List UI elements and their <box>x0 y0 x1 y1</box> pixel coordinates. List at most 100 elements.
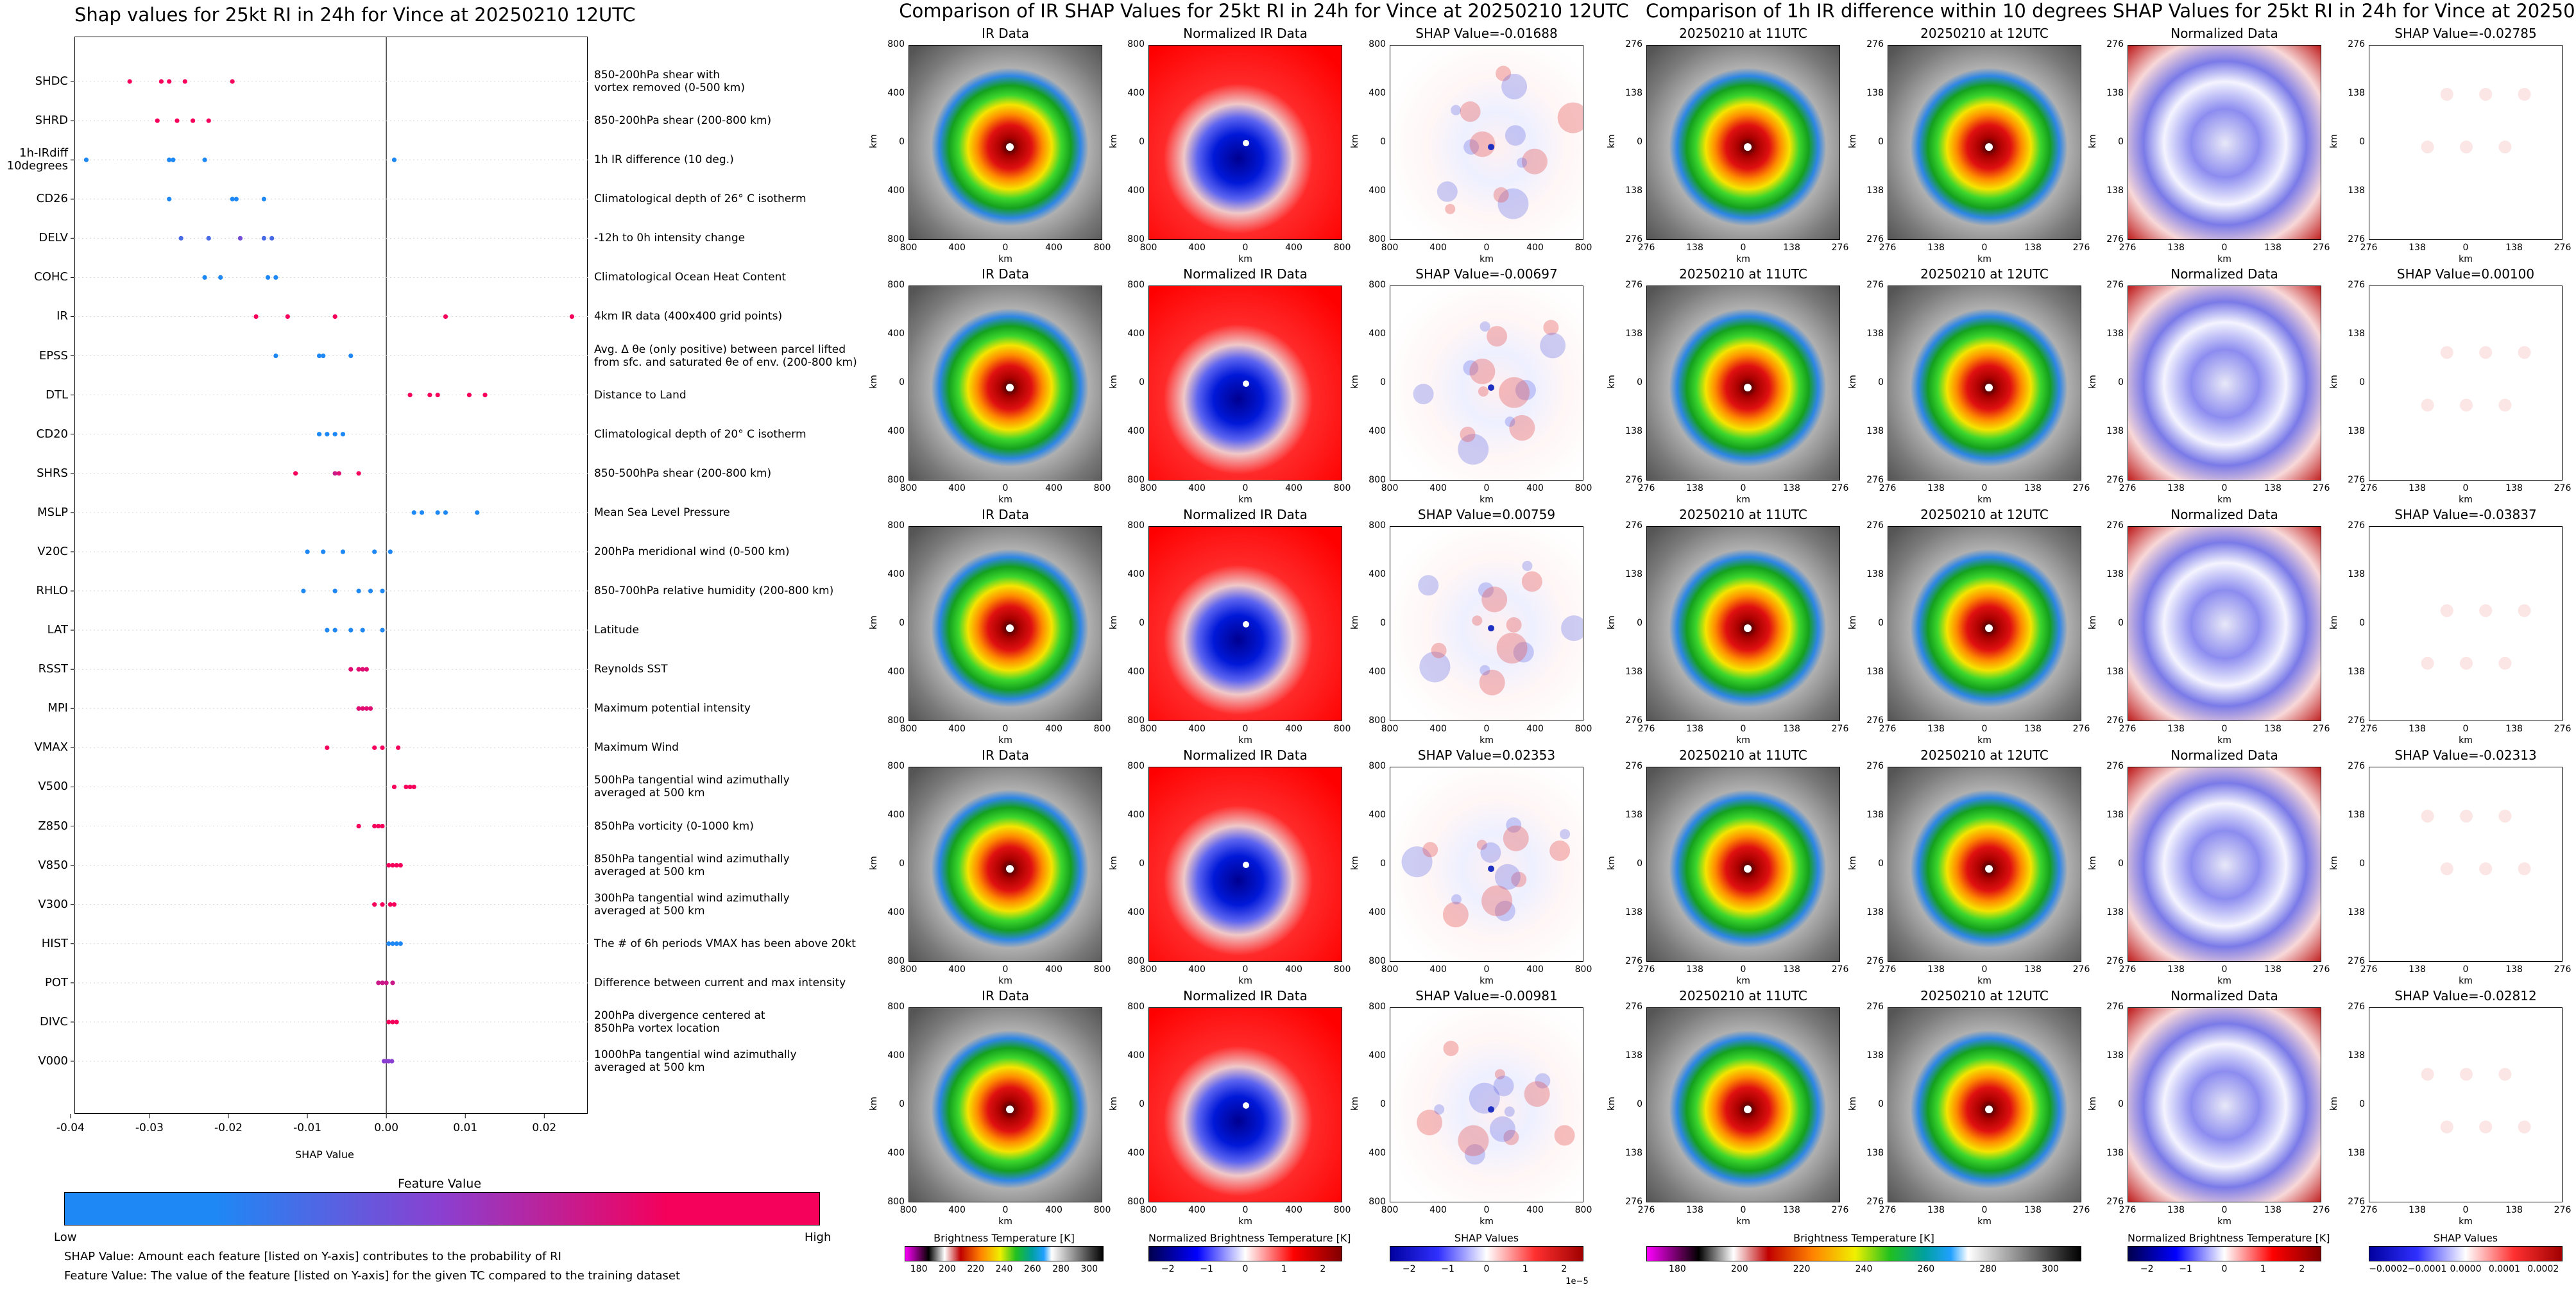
image-ytick-label: 0 <box>1380 1099 1386 1109</box>
image-ytick-label: 138 <box>2106 569 2124 579</box>
image-xtick-label: 276 <box>2554 724 2572 734</box>
image-xtick-label: 138 <box>1686 483 1703 493</box>
diff-panel-title: Comparison of 1h IR difference within 10… <box>1646 0 2576 22</box>
shap-point <box>356 471 361 476</box>
image-xtick-label: 0 <box>1740 1205 1746 1215</box>
normalized-diff-image-title: Normalized Data <box>2171 988 2278 1003</box>
image-ytick-label: 800 <box>1369 234 1386 244</box>
image-xlabel: km <box>2459 976 2473 986</box>
ir-shap-colorbar-label: SHAP Values <box>1454 1232 1519 1244</box>
image-xtick-label: 800 <box>1381 724 1399 734</box>
feature-label: V300 <box>38 897 68 911</box>
feature-label: SHRS <box>37 466 68 480</box>
image-xlabel: km <box>998 976 1012 986</box>
diff-shap-image-title: SHAP Value=0.00100 <box>2396 266 2535 282</box>
image-ytick-label: 276 <box>1625 39 1642 49</box>
image-ytick-label: 800 <box>887 761 905 771</box>
image-xtick-label: 0 <box>1242 483 1249 493</box>
image-xtick-label: 138 <box>2024 964 2042 975</box>
image-ytick-label: 400 <box>887 1148 905 1158</box>
image-xtick-label: 800 <box>1574 964 1592 975</box>
image-ytick-label: 800 <box>1127 761 1145 771</box>
image-xtick-label: 0 <box>2462 964 2469 975</box>
image-ytick-label: 0 <box>899 1099 905 1109</box>
image-ytick-label: 0 <box>1878 137 1884 147</box>
feature-description: Reynolds SST <box>594 663 668 676</box>
ir-shap-image-title: SHAP Value=-0.00981 <box>1415 988 1558 1003</box>
image-xtick-label: 276 <box>1831 483 1849 493</box>
image-ytick-label: 800 <box>1369 520 1386 531</box>
feature-label: 1h-IRdiff <box>19 146 68 160</box>
image-xtick-label: 138 <box>2167 243 2185 253</box>
ir-12utc-image-title: 20250210 at 12UTC <box>1920 26 2049 41</box>
image-ytick-label: 400 <box>887 185 905 196</box>
shap-point <box>206 235 211 241</box>
feature-description: Climatological Ocean Heat Content <box>594 271 787 284</box>
image-ytick-label: 400 <box>1127 185 1145 196</box>
image-xlabel: km <box>1480 254 1494 264</box>
image-xtick-label: 800 <box>1093 1205 1111 1215</box>
feature-description: 850-700hPa relative humidity (200-800 km… <box>594 585 834 598</box>
image-ytick-label: 400 <box>1369 907 1386 918</box>
ir-normalized-colorbar-label: Normalized Brightness Temperature [K] <box>1148 1232 1351 1244</box>
image-xlabel: km <box>998 735 1012 746</box>
image-ytick-label: 276 <box>2106 234 2124 244</box>
ir-data-image-title: IR Data <box>982 988 1029 1003</box>
image-ytick-label: 276 <box>2348 280 2365 290</box>
ir-11utc-image <box>1646 45 1840 240</box>
image-xlabel: km <box>1977 1216 1992 1227</box>
image-xtick-label: 276 <box>2072 243 2090 253</box>
image-ytick-label: 800 <box>1127 520 1145 531</box>
image-xtick-label: 400 <box>1285 1205 1302 1215</box>
image-xtick-label: 400 <box>1526 1205 1544 1215</box>
feature-description: Maximum Wind <box>594 741 679 755</box>
image-xtick-label: 138 <box>1927 243 1945 253</box>
image-ytick-label: 138 <box>2106 1148 2124 1158</box>
shap-point <box>396 745 401 750</box>
image-ytick-label: 138 <box>2106 1050 2124 1061</box>
image-ytick-label: 0 <box>1139 618 1145 628</box>
image-ylabel: km <box>1109 375 1119 389</box>
shap-point <box>411 784 416 790</box>
image-xlabel: km <box>2217 1216 2231 1227</box>
image-xtick-label: 0 <box>2462 243 2469 253</box>
diff-shap-colorbar-tick: 0.0001 <box>2488 1264 2520 1274</box>
image-xtick-label: 0 <box>1740 243 1746 253</box>
image-ytick-label: 400 <box>887 426 905 436</box>
normalized-diff-image <box>2128 526 2321 721</box>
ir-normalized-colorbar-tick: 0 <box>1242 1264 1249 1274</box>
image-ytick-label: 276 <box>2106 39 2124 49</box>
image-xtick-label: 276 <box>2119 1205 2137 1215</box>
xtick-label: 0.00 <box>374 1122 399 1134</box>
shap-point <box>158 79 164 84</box>
image-ytick-label: 400 <box>1127 88 1145 98</box>
image-ytick-label: 0 <box>2359 858 2365 869</box>
image-xtick-label: 0 <box>1483 964 1490 975</box>
shap-point <box>394 863 399 868</box>
image-xtick-label: 276 <box>2072 1205 2090 1215</box>
image-xtick-label: 400 <box>948 964 966 975</box>
image-xtick-label: 138 <box>1686 964 1703 975</box>
shap-point <box>167 196 172 201</box>
image-xtick-label: 0 <box>2221 964 2228 975</box>
shap-point <box>386 863 391 868</box>
image-ytick-label: 138 <box>2348 667 2365 677</box>
image-ytick-label: 138 <box>1625 810 1642 820</box>
image-ytick-label: 0 <box>1878 1099 1884 1109</box>
image-xtick-label: 276 <box>1637 724 1655 734</box>
diff-shap-colorbar <box>2369 1246 2563 1261</box>
ir-shap-colorbar-tick: −1 <box>1441 1264 1454 1274</box>
image-ylabel: km <box>2329 1097 2339 1111</box>
ir-brightness-colorbar-label: Brightness Temperature [K] <box>934 1232 1075 1244</box>
image-xtick-label: 138 <box>2409 243 2426 253</box>
image-ytick-label: 138 <box>1625 1148 1642 1158</box>
image-ytick-label: 138 <box>2106 907 2124 918</box>
image-xtick-label: 276 <box>1879 483 1897 493</box>
image-xtick-label: 276 <box>2312 1205 2330 1215</box>
image-ylabel: km <box>1848 615 1858 629</box>
image-ytick-label: 276 <box>1625 475 1642 485</box>
ir-brightness-colorbar-tick: 220 <box>967 1264 985 1274</box>
shap-point <box>356 667 361 672</box>
image-xtick-label: 800 <box>1139 964 1157 975</box>
image-xtick-label: 800 <box>1574 243 1592 253</box>
